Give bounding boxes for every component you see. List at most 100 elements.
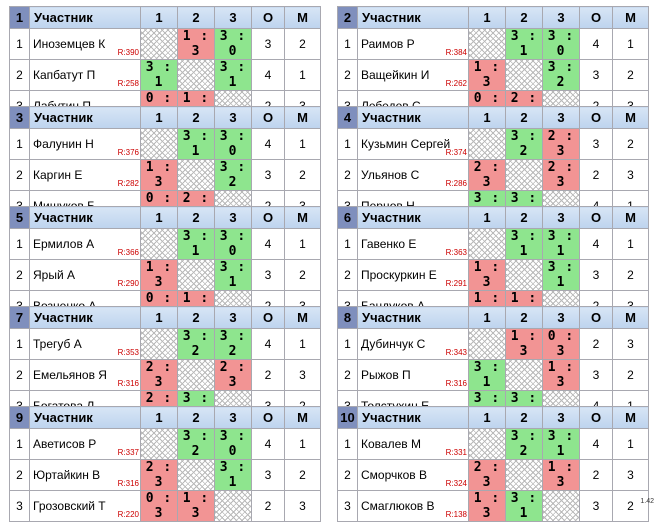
points-header: О bbox=[579, 206, 613, 229]
points-cell: 3 bbox=[251, 459, 285, 491]
group-number: 2 bbox=[337, 6, 358, 29]
self-cell bbox=[505, 259, 543, 291]
col-1-header: 1 bbox=[468, 206, 506, 229]
col-1-header: 1 bbox=[140, 206, 178, 229]
player-name: Юртайкин В bbox=[33, 468, 101, 482]
participant-header: Участник bbox=[29, 206, 141, 229]
player-rating: R:366 bbox=[116, 248, 139, 257]
group-header-row: 6 Участник 1 2 3 О М bbox=[337, 206, 649, 229]
self-cell bbox=[177, 159, 215, 191]
group-header-row: 9 Участник 1 2 3 О М bbox=[9, 406, 321, 429]
row-number: 1 bbox=[337, 428, 358, 460]
group-number: 4 bbox=[337, 106, 358, 129]
group-header-row: 1 Участник 1 2 3 О М bbox=[9, 6, 321, 29]
points-cell: 4 bbox=[251, 328, 285, 360]
player-name: Ярый А bbox=[33, 268, 76, 282]
place-cell: 2 bbox=[284, 259, 321, 291]
group-number: 7 bbox=[9, 306, 30, 329]
score-cell: 1 : 3 bbox=[468, 259, 506, 291]
col-2-header: 2 bbox=[505, 306, 543, 329]
player-name: Кузьмин Сергей bbox=[361, 137, 451, 151]
points-cell: 2 bbox=[251, 359, 285, 391]
score-cell: 2 : 3 bbox=[140, 359, 178, 391]
player-rating: R:138 bbox=[444, 510, 467, 519]
participant-header: Участник bbox=[357, 406, 469, 429]
place-cell: 3 bbox=[284, 359, 321, 391]
place-cell: 1 bbox=[284, 328, 321, 360]
group-number: 9 bbox=[9, 406, 30, 429]
points-cell: 3 bbox=[579, 259, 613, 291]
place-cell: 2 bbox=[612, 59, 649, 91]
self-cell bbox=[177, 59, 215, 91]
points-cell: 4 bbox=[251, 59, 285, 91]
player-rating: R:291 bbox=[444, 279, 467, 288]
place-header: М bbox=[612, 306, 649, 329]
score-cell: 3 : 1 bbox=[214, 59, 252, 91]
col-3-header: 3 bbox=[214, 206, 252, 229]
player-rating: R:343 bbox=[444, 348, 467, 357]
points-cell: 3 bbox=[251, 159, 285, 191]
col-3-header: 3 bbox=[214, 406, 252, 429]
player-rating: R:282 bbox=[116, 179, 139, 188]
score-cell: 1 : 3 bbox=[468, 59, 506, 91]
player-name: Грозовский Т bbox=[33, 499, 106, 513]
score-cell: 3 : 1 bbox=[505, 490, 543, 522]
player-rating: R:353 bbox=[116, 348, 139, 357]
points-header: О bbox=[579, 6, 613, 29]
col-1-header: 1 bbox=[140, 406, 178, 429]
participant-header: Участник bbox=[29, 6, 141, 29]
place-cell: 1 bbox=[612, 228, 649, 260]
player-rating: R:258 bbox=[116, 79, 139, 88]
self-cell bbox=[140, 128, 178, 160]
points-cell: 3 bbox=[579, 128, 613, 160]
row-number: 2 bbox=[9, 259, 30, 291]
score-cell: 3 : 1 bbox=[542, 259, 580, 291]
row-number: 1 bbox=[9, 428, 30, 460]
place-header: М bbox=[284, 106, 321, 129]
points-header: О bbox=[251, 206, 285, 229]
player-cell: Ярый А R:290 bbox=[29, 259, 141, 291]
score-cell: 3 : 0 bbox=[214, 28, 252, 60]
row-number: 1 bbox=[337, 28, 358, 60]
player-name: Каргин Е bbox=[33, 168, 83, 182]
points-cell: 3 bbox=[579, 359, 613, 391]
score-cell: 3 : 2 bbox=[505, 428, 543, 460]
col-1-header: 1 bbox=[468, 306, 506, 329]
points-header: О bbox=[251, 106, 285, 129]
place-cell: 2 bbox=[284, 28, 321, 60]
points-header: О bbox=[251, 306, 285, 329]
score-cell: 3 : 2 bbox=[214, 159, 252, 191]
points-header: О bbox=[579, 406, 613, 429]
player-name: Капбатут П bbox=[33, 68, 96, 82]
player-name: Рыжов П bbox=[361, 368, 411, 382]
score-cell: 3 : 2 bbox=[505, 128, 543, 160]
player-rating: R:384 bbox=[444, 48, 467, 57]
player-name: Сморчков В bbox=[361, 468, 428, 482]
place-header: М bbox=[284, 406, 321, 429]
col-3-header: 3 bbox=[542, 206, 580, 229]
col-2-header: 2 bbox=[177, 206, 215, 229]
self-cell bbox=[177, 359, 215, 391]
participant-header: Участник bbox=[357, 306, 469, 329]
player-rating: R:220 bbox=[116, 510, 139, 519]
player-cell: Каргин Е R:282 bbox=[29, 159, 141, 191]
col-2-header: 2 bbox=[177, 406, 215, 429]
player-rating: R:324 bbox=[444, 479, 467, 488]
score-cell: 3 : 0 bbox=[214, 228, 252, 260]
points-cell: 4 bbox=[579, 428, 613, 460]
player-name: Ващейкин И bbox=[361, 68, 430, 82]
player-name: Раимов Р bbox=[361, 37, 415, 51]
group-number: 1 bbox=[9, 6, 30, 29]
row-number: 1 bbox=[337, 228, 358, 260]
col-3-header: 3 bbox=[214, 106, 252, 129]
col-2-header: 2 bbox=[505, 6, 543, 29]
